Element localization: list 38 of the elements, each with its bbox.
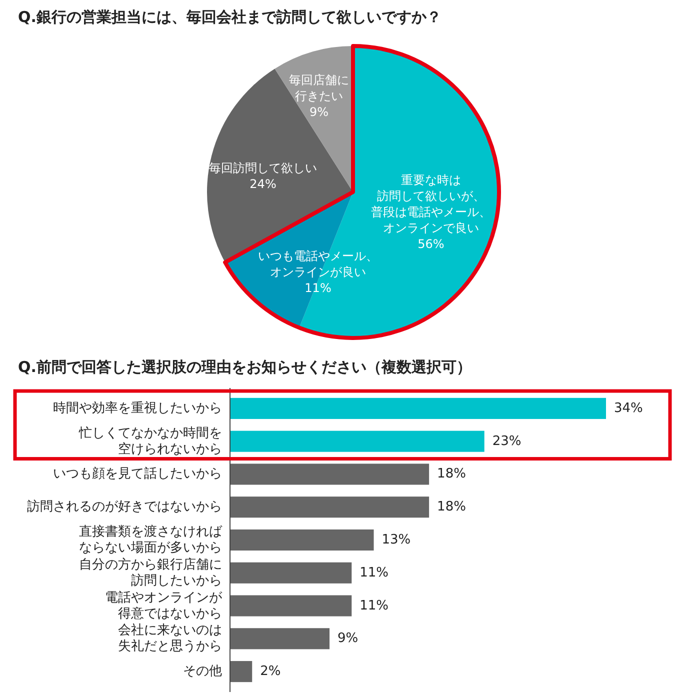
pie-slice <box>207 68 353 262</box>
data-label: 9% <box>338 631 358 646</box>
slice-label: 毎回訪問して欲しい <box>209 161 317 175</box>
data-label: 18% <box>437 500 466 515</box>
bar <box>230 529 374 551</box>
data-label: 34% <box>614 400 643 416</box>
data-label: 24% <box>250 177 276 191</box>
data-label: 56% <box>418 237 444 251</box>
y-tick-label: 時間や効率を重視したいから <box>53 400 222 416</box>
bar <box>230 562 352 584</box>
chart-title: Q.前問で回答した選択肢の理由をお知らせください（複数選択可） <box>18 358 472 376</box>
chart-title: Q.銀行の営業担当には、毎回会社まで訪問して欲しいですか？ <box>18 8 442 26</box>
y-tick-label: 直接書類を渡さなければならない場面が多いから <box>79 524 223 556</box>
data-label: 11% <box>360 598 389 614</box>
y-tick-label: その他 <box>183 664 222 680</box>
slice-label: 毎回店舗に行きたい <box>289 73 349 103</box>
bar <box>230 464 430 485</box>
bar <box>230 628 330 650</box>
y-tick-label: 忙しくてなかなか時間を空けられないから <box>78 426 222 457</box>
y-tick-label: 訪問されるのが好きではないから <box>27 500 222 515</box>
bar <box>230 398 606 419</box>
y-tick-label: 自分の方から銀行店舗に訪問したいから <box>79 556 222 588</box>
bar <box>230 430 484 452</box>
bar <box>230 595 352 616</box>
data-label: 13% <box>382 532 411 548</box>
slice-label: 重要な時は訪問して欲しいが、普段は電話やメール、オンラインで良い <box>371 173 491 235</box>
data-label: 9% <box>309 105 329 119</box>
bar <box>230 661 252 682</box>
y-tick-label: 電話やオンラインが得意ではないから <box>105 590 223 622</box>
slice-label: いつも電話やメール、オンラインが良い <box>258 249 378 279</box>
data-label: 11% <box>304 281 332 295</box>
y-tick-label: いつも顔を見て話したいから <box>53 466 222 482</box>
y-tick-label: 会社に来ないのは失礼だと思うから <box>118 623 222 654</box>
data-label: 11% <box>360 565 389 580</box>
data-label: 23% <box>492 434 522 449</box>
data-label: 2% <box>260 664 281 680</box>
data-label: 18% <box>437 466 466 482</box>
bar <box>230 496 430 518</box>
